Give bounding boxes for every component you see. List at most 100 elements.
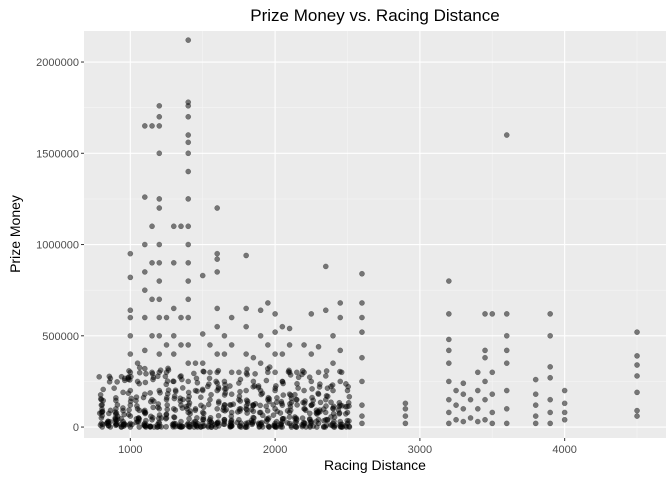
data-point	[156, 150, 163, 157]
data-point	[199, 331, 206, 337]
data-point	[205, 401, 212, 408]
data-point	[141, 287, 148, 294]
data-point	[323, 368, 330, 374]
data-points	[96, 37, 640, 430]
data-point	[190, 370, 197, 377]
x-tick-label: 4000	[552, 444, 576, 456]
data-point	[200, 404, 207, 411]
data-point	[185, 296, 192, 303]
data-point	[321, 417, 327, 424]
data-point	[96, 410, 103, 417]
data-point	[197, 394, 204, 401]
data-point	[634, 329, 640, 335]
data-point	[272, 351, 278, 357]
data-point	[337, 314, 344, 321]
data-point	[359, 402, 365, 408]
data-point	[503, 420, 510, 427]
data-point	[250, 408, 257, 415]
data-point	[186, 400, 193, 406]
data-point	[453, 402, 459, 408]
data-point	[328, 399, 334, 406]
data-point	[199, 272, 206, 279]
data-point	[215, 367, 222, 374]
data-point	[113, 410, 120, 416]
data-point	[228, 391, 235, 398]
data-point	[489, 311, 496, 317]
data-point	[105, 423, 112, 429]
data-point	[177, 395, 184, 402]
data-point	[134, 403, 140, 409]
data-point	[402, 405, 409, 412]
data-point	[149, 223, 155, 230]
data-point	[141, 347, 148, 354]
data-point	[359, 300, 365, 306]
data-point	[489, 420, 496, 427]
data-point	[165, 387, 172, 393]
data-point	[250, 354, 257, 361]
data-point	[328, 383, 334, 390]
data-point	[141, 365, 148, 372]
data-point	[467, 415, 474, 421]
data-point	[228, 369, 235, 376]
data-point	[156, 278, 163, 284]
data-point	[243, 387, 249, 394]
data-point	[445, 378, 452, 385]
data-point	[460, 380, 467, 387]
data-point	[156, 412, 163, 418]
data-point	[547, 363, 554, 370]
data-point	[634, 413, 640, 419]
data-point	[336, 403, 343, 410]
data-point	[143, 370, 149, 377]
data-point	[228, 342, 235, 348]
data-point	[634, 373, 640, 379]
data-point	[237, 388, 243, 395]
data-point	[106, 410, 112, 417]
data-point	[503, 387, 510, 394]
data-point	[185, 360, 192, 367]
data-point	[322, 373, 329, 379]
data-point	[133, 419, 140, 426]
data-point	[179, 385, 186, 391]
data-point	[136, 380, 143, 387]
data-point	[264, 365, 271, 372]
data-point	[214, 269, 221, 275]
data-point	[157, 389, 163, 396]
data-point	[284, 420, 291, 426]
y-tick-label: 2000000	[36, 57, 79, 69]
data-point	[315, 343, 322, 350]
data-point	[126, 407, 132, 413]
data-point	[147, 390, 154, 396]
data-point	[561, 409, 568, 416]
data-point	[186, 415, 192, 422]
data-point	[503, 405, 510, 412]
data-point	[293, 396, 300, 403]
data-point	[214, 205, 221, 211]
data-point	[359, 314, 365, 321]
data-point	[315, 390, 321, 397]
data-point	[532, 420, 539, 427]
data-point	[308, 311, 315, 317]
data-point	[236, 369, 242, 376]
data-point	[99, 424, 106, 430]
data-point	[208, 419, 215, 426]
data-point	[532, 413, 539, 419]
data-point	[121, 421, 127, 428]
data-point	[194, 379, 201, 386]
data-point	[259, 390, 266, 397]
data-point	[164, 402, 171, 408]
data-point	[220, 421, 227, 427]
data-point	[277, 410, 284, 416]
data-point	[265, 394, 272, 401]
data-point	[171, 414, 178, 421]
grid-lines	[84, 31, 666, 438]
data-point	[147, 423, 154, 430]
data-point	[250, 383, 257, 390]
data-point	[272, 369, 278, 376]
data-point	[236, 393, 243, 400]
data-point	[150, 404, 157, 411]
data-point	[243, 305, 249, 312]
data-point	[156, 113, 163, 120]
data-point	[96, 373, 103, 380]
data-point	[163, 314, 170, 321]
data-point	[286, 325, 293, 332]
